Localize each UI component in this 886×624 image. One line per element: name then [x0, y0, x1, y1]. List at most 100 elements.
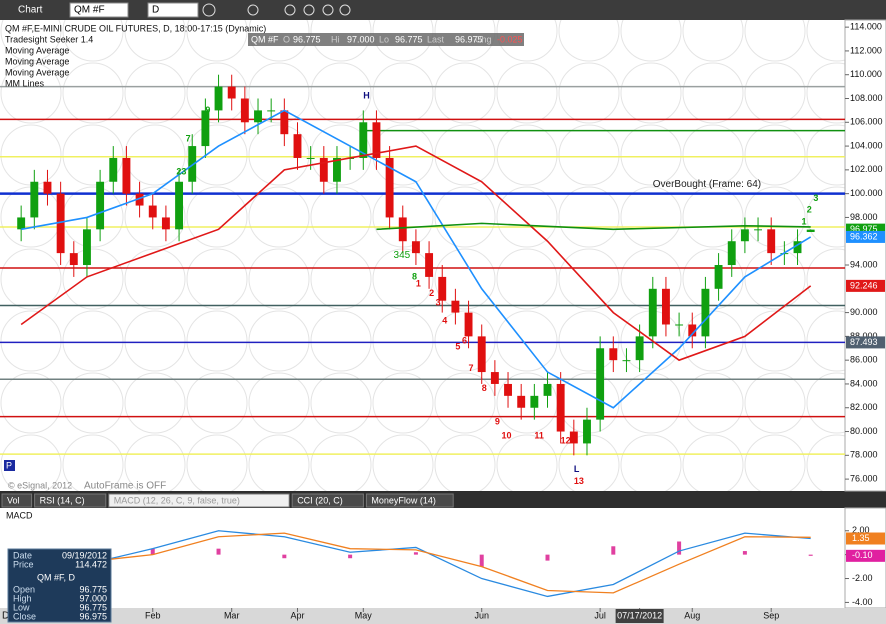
moving-average	[21, 109, 812, 409]
y-tick-label: 112.000	[850, 45, 882, 55]
annotation: 2	[429, 288, 434, 298]
y-tick-label: 84.000	[850, 378, 878, 388]
y-tick-label: 100.000	[850, 188, 883, 198]
indicator-tab-label[interactable]: Vol	[7, 495, 20, 505]
annotation: 12	[561, 435, 571, 445]
toolbar-title: Chart	[18, 5, 43, 16]
x-tick-label: 07/17/2012	[617, 610, 662, 620]
candle-body	[438, 276, 447, 301]
dw-key: Low	[13, 602, 30, 612]
macd-title: MACD	[6, 510, 33, 520]
symbol-input[interactable]: QM #F	[74, 5, 105, 16]
histogram-bar	[348, 554, 353, 559]
candle-body	[451, 300, 460, 313]
annotation: 5	[455, 341, 460, 351]
indicator-tab-label[interactable]: CCI (20, C)	[297, 495, 343, 505]
toolbar	[0, 0, 886, 20]
watermark	[0, 20, 845, 491]
x-tick-label: Aug	[684, 610, 700, 620]
annotation: 8	[412, 271, 417, 281]
candle-body	[214, 86, 223, 111]
indicator-tab[interactable]	[108, 493, 290, 508]
indicator-tab[interactable]	[1, 493, 33, 508]
candle-body	[688, 324, 697, 337]
price-badge	[846, 230, 885, 243]
interval-input[interactable]: D	[152, 5, 159, 16]
readout-key: Hi	[331, 34, 340, 44]
toolbar-icons[interactable]	[202, 3, 351, 17]
histogram-bar	[216, 548, 221, 555]
candle-body	[306, 157, 315, 159]
x-tick-label: Apr	[290, 610, 304, 620]
histogram-bar	[677, 541, 682, 555]
macd-badge	[846, 532, 885, 545]
indicator-tab-label[interactable]: MoneyFlow (14)	[371, 495, 436, 505]
candle-body	[122, 157, 131, 194]
candle-body	[96, 181, 105, 230]
price-badge	[846, 279, 885, 292]
candle-body	[280, 110, 289, 135]
indicator-tab[interactable]	[34, 493, 107, 508]
marker[interactable]: P	[6, 460, 12, 470]
indicator-tab-label[interactable]: MACD (12, 26, C, 9, false, true)	[114, 495, 240, 505]
annotation: 23	[176, 167, 186, 177]
x-tick-label: Mar	[224, 610, 240, 620]
histogram-bar	[808, 554, 813, 556]
annotation: 8	[482, 383, 487, 393]
y-tick-label: 82.000	[850, 402, 878, 412]
candle-body	[148, 205, 157, 218]
candle-body	[622, 360, 631, 362]
annotation: 3	[813, 193, 818, 203]
readout-key: Lo	[379, 34, 389, 44]
macd-line	[21, 532, 811, 594]
candle-body	[675, 324, 684, 326]
annotation: 11	[534, 431, 544, 441]
readout-value: 96.775	[293, 34, 321, 44]
candle-body	[727, 241, 736, 266]
candle-body	[175, 181, 184, 230]
annotation: OverBought (Frame: 64)	[653, 179, 761, 190]
candle-body	[701, 288, 710, 337]
macd-badge	[846, 549, 885, 562]
marker-box[interactable]	[4, 460, 15, 471]
candle-body	[583, 419, 591, 444]
readout-value: -0.025	[497, 34, 523, 44]
annotation: 10	[501, 431, 511, 441]
annotation: 6	[462, 336, 467, 346]
macd-badge-label: 1.35	[852, 533, 870, 543]
candle-body	[293, 134, 302, 158]
candle-body	[635, 336, 644, 361]
indicator-tab[interactable]	[365, 493, 454, 508]
dw-symbol: QM #F, D	[37, 572, 76, 582]
annotation: 9	[205, 105, 210, 115]
symbol-box[interactable]	[69, 2, 129, 18]
candle-body	[359, 122, 368, 158]
histogram-bar	[611, 546, 616, 555]
histogram-bar	[545, 554, 550, 561]
candle-body	[504, 383, 512, 396]
dw-value: 97.000	[79, 593, 107, 603]
candle-body	[714, 265, 723, 289]
readout-value: 96.775	[395, 34, 423, 44]
indicator-tab[interactable]	[291, 493, 364, 508]
price-badge-label: 96.975	[850, 224, 878, 234]
candle-body	[17, 217, 26, 230]
readout-key: O	[283, 34, 290, 44]
candle-body	[56, 193, 65, 254]
y-tick-label: 114.000	[850, 22, 882, 32]
x-tick-label: May	[355, 610, 373, 620]
y-tick-label: 108.000	[850, 93, 883, 103]
tabs: Vol RSI (14, C) MACD (12, 26, C, 9, false,…	[1, 493, 454, 508]
histogram-bar	[479, 554, 484, 567]
histogram-bar	[150, 548, 155, 555]
annotation: 345	[394, 250, 411, 261]
indicator-tab-label[interactable]: RSI (14, C)	[40, 495, 85, 505]
interval-box[interactable]	[147, 2, 199, 18]
price-badge-label: 96.362	[850, 231, 878, 241]
readout: QM #F O 96.775 Hi 97.000 Lo 96.775 Last 96.975C…	[251, 34, 523, 44]
y-tick-label: 80.000	[850, 426, 878, 436]
candle-body	[240, 98, 249, 123]
